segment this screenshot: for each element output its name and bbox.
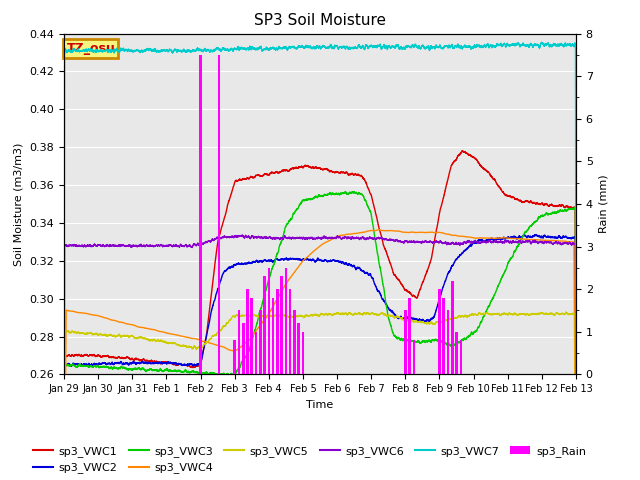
Bar: [404, 311, 406, 374]
X-axis label: Time: Time: [307, 400, 333, 409]
Bar: [280, 276, 283, 374]
Bar: [442, 298, 445, 374]
Y-axis label: Soil Moisture (m3/m3): Soil Moisture (m3/m3): [14, 142, 24, 266]
Bar: [413, 340, 415, 374]
Bar: [438, 289, 441, 374]
Bar: [293, 311, 296, 374]
Bar: [455, 332, 458, 374]
Bar: [272, 298, 275, 374]
Bar: [242, 324, 244, 374]
Bar: [218, 55, 220, 374]
Bar: [298, 324, 300, 374]
Bar: [301, 332, 304, 374]
Bar: [268, 268, 270, 374]
Bar: [237, 311, 240, 374]
Bar: [250, 298, 253, 374]
Bar: [289, 289, 291, 374]
Bar: [199, 55, 202, 374]
Bar: [451, 281, 454, 374]
Bar: [276, 289, 278, 374]
Bar: [234, 340, 236, 374]
Bar: [408, 298, 411, 374]
Bar: [447, 311, 449, 374]
Bar: [246, 289, 249, 374]
Bar: [263, 276, 266, 374]
Bar: [285, 268, 287, 374]
Text: TZ_osu: TZ_osu: [67, 42, 115, 55]
Bar: [259, 311, 262, 374]
Bar: [255, 332, 257, 374]
Legend: sp3_VWC1, sp3_VWC2, sp3_VWC3, sp3_VWC4, sp3_VWC5, sp3_VWC6, sp3_VWC7, sp3_Rain: sp3_VWC1, sp3_VWC2, sp3_VWC3, sp3_VWC4, …: [29, 442, 591, 478]
Title: SP3 Soil Moisture: SP3 Soil Moisture: [254, 13, 386, 28]
Bar: [460, 340, 462, 374]
Y-axis label: Rain (mm): Rain (mm): [598, 175, 609, 233]
